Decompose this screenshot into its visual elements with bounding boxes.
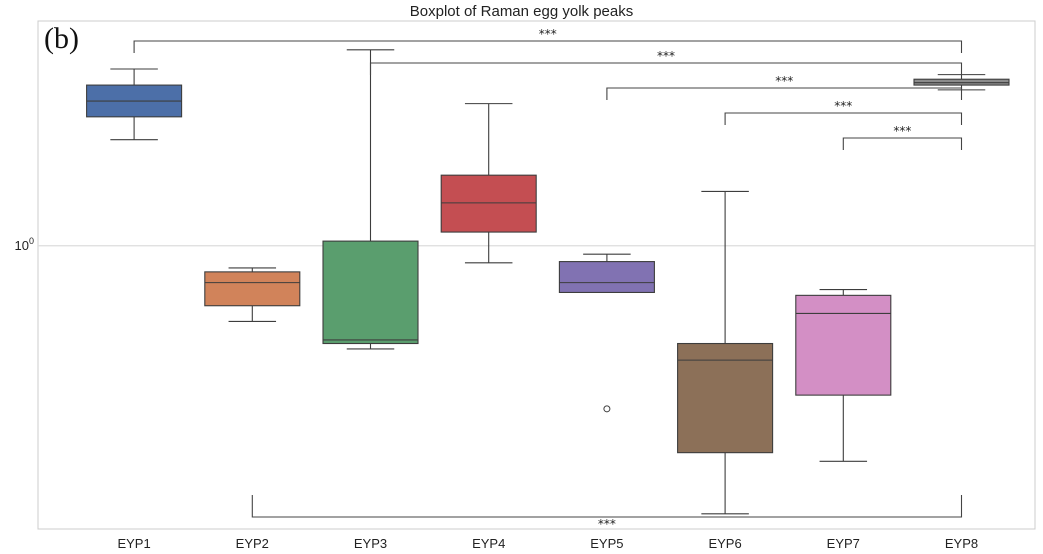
significance-bracket bbox=[842, 137, 963, 150]
x-tick-label: EYP3 bbox=[354, 536, 387, 551]
significance-label: *** bbox=[657, 49, 675, 63]
significance-label: *** bbox=[598, 517, 616, 531]
outlier-point bbox=[603, 405, 611, 413]
x-tick-label: EYP8 bbox=[945, 536, 978, 551]
significance-label: *** bbox=[893, 124, 911, 138]
significance-bracket bbox=[369, 62, 963, 75]
significance-bracket bbox=[133, 40, 963, 53]
box-eyp2 bbox=[204, 271, 301, 307]
significance-label: *** bbox=[539, 27, 557, 41]
x-tick-label: EYP5 bbox=[590, 536, 623, 551]
chart-title: Boxplot of Raman egg yolk peaks bbox=[409, 3, 634, 20]
significance-bracket bbox=[724, 112, 963, 125]
box-eyp7 bbox=[795, 294, 892, 396]
x-tick-label: EYP1 bbox=[117, 536, 150, 551]
significance-bracket bbox=[606, 87, 963, 100]
significance-label: *** bbox=[834, 99, 852, 113]
significance-label: *** bbox=[775, 74, 793, 88]
box-eyp6 bbox=[677, 342, 774, 454]
box-eyp5 bbox=[558, 261, 655, 294]
panel-label: (b) bbox=[44, 22, 79, 55]
y-tick-label: 100 bbox=[15, 236, 34, 253]
plot-frame bbox=[37, 20, 1036, 530]
box-eyp4 bbox=[440, 174, 537, 233]
x-tick-label: EYP7 bbox=[827, 536, 860, 551]
x-tick-label: EYP2 bbox=[236, 536, 269, 551]
x-tick-label: EYP6 bbox=[708, 536, 741, 551]
significance-bracket bbox=[251, 495, 963, 518]
x-tick-label: EYP4 bbox=[472, 536, 505, 551]
box-eyp3 bbox=[322, 240, 419, 345]
box-eyp8 bbox=[913, 78, 1010, 86]
